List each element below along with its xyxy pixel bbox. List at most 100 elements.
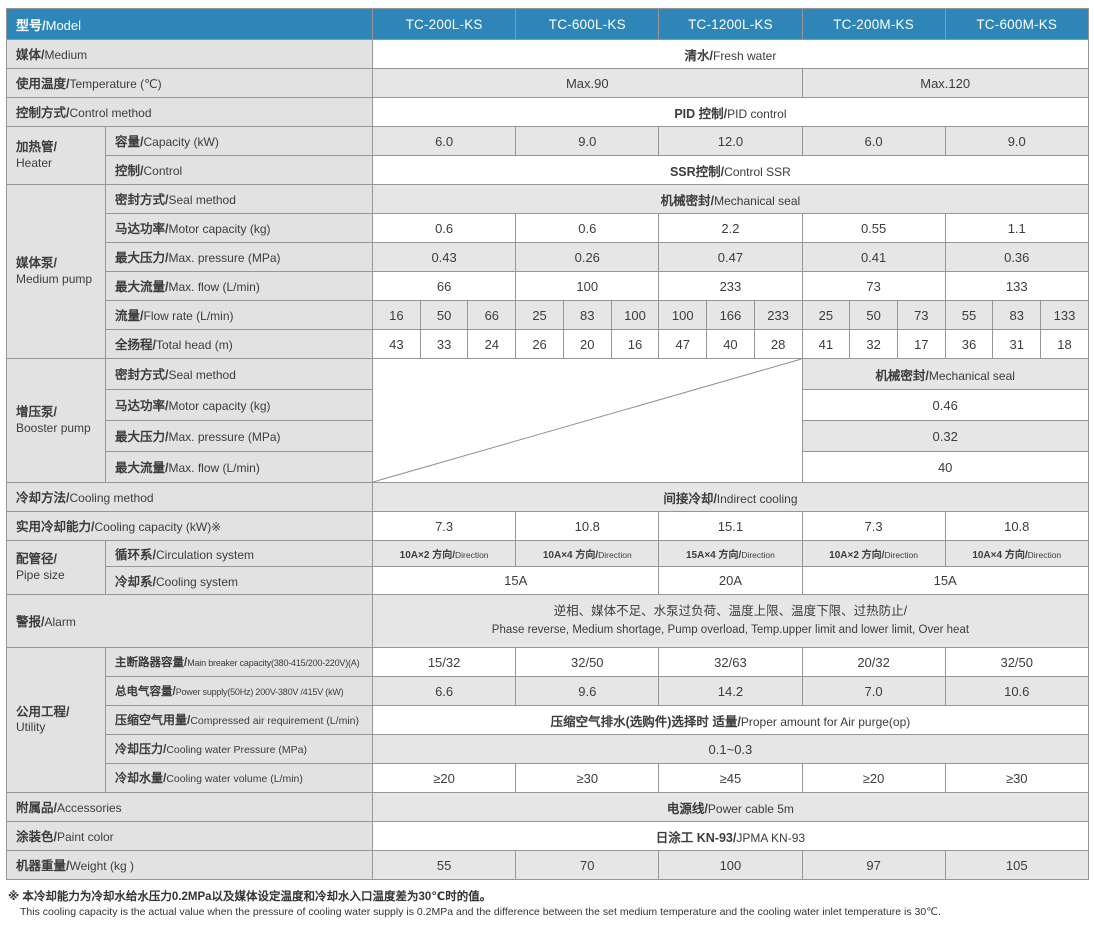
- cell-cooling-method-1: 间接冷却/Indirect cooling: [372, 482, 1089, 512]
- row-bpump-pressure: 最大压力/Max. pressure (MPa) 0.32: [7, 420, 1089, 452]
- cell-bpump-motor-0: 马达功率/Motor capacity (kg): [104, 389, 374, 421]
- cell-mpump-flowrate-0: 流量/Flow rate (L/min): [104, 300, 374, 330]
- cell-utility-power-2: 9.6: [515, 676, 660, 706]
- cell-weight-5: 105: [944, 850, 1089, 880]
- cell-weight-4: 97: [801, 850, 946, 880]
- cell-mpump-motor-4: 0.55: [801, 213, 946, 243]
- cell-utility-power-0: 总电气容量/Power supply(50Hz) 200V-380V /415V…: [104, 676, 374, 706]
- cell-weight-2: 70: [515, 850, 660, 880]
- cell-mpump-flowrate-6: 100: [610, 300, 660, 330]
- row-paint-color: 涂装色/Paint color 日涂工 KN-93/JPMA KN-93: [5, 821, 1089, 851]
- cell-utility-power-5: 10.6: [944, 676, 1089, 706]
- row-utility-breaker: 公用工程/Utility 主断路器容量/Main breaker capacity…: [6, 647, 1089, 793]
- cell-mpump-flowrate-13: 55: [944, 300, 994, 330]
- row-pipe-circulation: 配管径/Pipe size 循环系/Circulation system 10A×2…: [6, 540, 1089, 595]
- cell-utility-water-volume-3: ≥45: [658, 763, 803, 793]
- alarm-text: 逆相、媒体不足、水泵过负荷、温度上限、温度下限、过热防止/Phase rever…: [372, 594, 1089, 648]
- cell-mpump-totalhead-9: 28: [753, 329, 803, 359]
- cell-utility-water-volume-4: ≥20: [801, 763, 946, 793]
- cell-paint-color-0: 涂装色/Paint color: [5, 821, 374, 851]
- section-utility: 公用工程/Utility: [6, 647, 106, 793]
- cell-weight-0: 机器重量/Weight (kg ): [5, 850, 374, 880]
- cell-mpump-flowrate-3: 66: [467, 300, 517, 330]
- footnote-chinese: ※ 本冷却能力为冷却水给水压力0.2MPa以及媒体设定温度和冷却水入口温度差为3…: [8, 891, 492, 903]
- section-booster-pump: 增压泵/Booster pump: [6, 358, 106, 483]
- cell-utility-breaker-2: 15/32: [372, 647, 517, 677]
- cell-utility-water-pressure-1: 0.1~0.3: [372, 734, 1089, 764]
- cell-bpump-pressure-0: 最大压力/Max. pressure (MPa): [104, 420, 374, 452]
- cell-mpump-maxflow-3: 233: [658, 271, 803, 301]
- cell-mpump-flowrate-12: 73: [896, 300, 946, 330]
- cell-cooling-capacity-2: 10.8: [515, 511, 660, 541]
- cell-pipe-cooling-0: 冷却系/Cooling system: [104, 566, 374, 595]
- cell-mpump-seal-1: 密封方式/Seal method: [104, 184, 374, 214]
- cell-pipe-cooling-3: 15A: [801, 566, 1089, 595]
- cell-mpump-flowrate-4: 25: [515, 300, 564, 330]
- cell-mpump-pressure-2: 0.26: [515, 242, 660, 272]
- row-bpump-seal: 增压泵/Booster pump 密封方式/Seal method 机械密封/Mec…: [6, 358, 1089, 483]
- cell-medium-0: 媒体/Medium: [5, 39, 374, 69]
- cell-mpump-motor-1: 0.6: [372, 213, 517, 243]
- cell-bpump-maxflow-1: 40: [801, 451, 1089, 483]
- row-utility-water-pressure: 冷却压力/Cooling water Pressure (MPa) 0.1~0.3: [7, 734, 1089, 764]
- cell-mpump-flowrate-1: 16: [372, 300, 421, 330]
- cell-mpump-totalhead-2: 33: [419, 329, 469, 359]
- cell-utility-power-3: 14.2: [658, 676, 803, 706]
- cell-bpump-maxflow-0: 最大流量/Max. flow (L/min): [104, 451, 374, 483]
- cell-pipe-circulation-4: 15A×4 方向/Direction: [658, 540, 803, 567]
- cell-bpump-motor-1: 0.46: [801, 389, 1089, 421]
- footnote: ※ 本冷却能力为冷却水给水压力0.2MPa以及媒体设定温度和冷却水入口温度差为3…: [8, 888, 1088, 918]
- cell-pipe-circulation-2: 10A×2 方向/Direction: [372, 540, 517, 567]
- cell-bpump-seal-3: 机械密封/Mechanical seal: [801, 358, 1089, 390]
- cell-cooling-method-0: 冷却方法/Cooling method: [5, 482, 374, 512]
- model-tc-200l-ks: TC-200L-KS: [372, 8, 517, 40]
- row-utility-power: 总电气容量/Power supply(50Hz) 200V-380V /415V…: [7, 676, 1089, 706]
- row-temperature: 使用温度/Temperature (℃) Max.90 Max.120: [5, 68, 1089, 98]
- cell-mpump-totalhead-5: 20: [562, 329, 612, 359]
- section-heater: 加热管/Heater: [6, 126, 106, 185]
- row-cooling-capacity: 实用冷却能力/Cooling capacity (kW)※ 7.3 10.8 15.1…: [5, 511, 1089, 541]
- cell-utility-water-volume-5: ≥30: [944, 763, 1089, 793]
- cell-pipe-circulation-6: 10A×4 方向/Direction: [944, 540, 1089, 567]
- row-cooling-method: 冷却方法/Cooling method 间接冷却/Indirect cooling: [5, 482, 1089, 512]
- cell-utility-breaker-5: 20/32: [801, 647, 946, 677]
- cell-mpump-pressure-0: 最大压力/Max. pressure (MPa): [104, 242, 374, 272]
- cell-weight-1: 55: [372, 850, 517, 880]
- cell-mpump-maxflow-0: 最大流量/Max. flow (L/min): [104, 271, 374, 301]
- cell-mpump-totalhead-4: 26: [515, 329, 564, 359]
- cell-mpump-flowrate-10: 25: [801, 300, 851, 330]
- cell-cooling-capacity-4: 7.3: [801, 511, 946, 541]
- cell-utility-air-1: 压缩空气排水(选购件)选择时 适量/Proper amount for Air …: [372, 705, 1089, 735]
- footnote-english: This cooling capacity is the actual valu…: [20, 906, 941, 918]
- cell-accessories-1: 电源线/Power cable 5m: [372, 792, 1089, 822]
- cell-pipe-circulation-5: 10A×2 方向/Direction: [801, 540, 946, 567]
- cell-mpump-maxflow-4: 73: [801, 271, 946, 301]
- cell-cooling-capacity-0: 实用冷却能力/Cooling capacity (kW)※: [5, 511, 374, 541]
- cell-mpump-motor-0: 马达功率/Motor capacity (kg): [104, 213, 374, 243]
- cell-mpump-flowrate-7: 100: [658, 300, 708, 330]
- cell-mpump-totalhead-14: 31: [992, 329, 1042, 359]
- cell-mpump-totalhead-6: 16: [610, 329, 660, 359]
- row-mpump-totalhead: 全扬程/Total head (m) 43 33 24 26 20 16 47 40 28 41 32…: [7, 329, 1089, 359]
- cell-control-method-1: PID 控制/PID control: [372, 97, 1089, 127]
- cell-mpump-flowrate-8: 166: [706, 300, 755, 330]
- cell-temperature-1: Max.90: [372, 68, 803, 98]
- cell-mpump-seal-2: 机械密封/Mechanical seal: [372, 184, 1089, 214]
- row-mpump-flowrate: 流量/Flow rate (L/min) 16 50 66 25 83 100 100 166 2…: [7, 300, 1089, 330]
- model-label: 型号/Model: [5, 8, 374, 40]
- row-mpump-seal: 媒体泵/Medium pump 密封方式/Seal method 机械密封/Mech…: [6, 184, 1089, 359]
- cell-utility-power-4: 7.0: [801, 676, 946, 706]
- cell-bpump-pressure-1: 0.32: [801, 420, 1089, 452]
- spec-table: 型号/Model TC-200L-KS TC-600L-KS TC-1200L-KS T…: [5, 8, 1089, 880]
- cell-mpump-pressure-3: 0.47: [658, 242, 803, 272]
- cell-mpump-pressure-4: 0.41: [801, 242, 946, 272]
- cell-utility-water-volume-1: ≥20: [372, 763, 517, 793]
- cell-mpump-totalhead-10: 41: [801, 329, 851, 359]
- cell-utility-power-1: 6.6: [372, 676, 517, 706]
- cell-heater-capacity-3: 9.0: [515, 126, 660, 156]
- spec-table-body: 型号/Model TC-200L-KS TC-600L-KS TC-1200L-KS T…: [5, 8, 1089, 880]
- cell-temperature-2: Max.120: [801, 68, 1089, 98]
- section-medium-pump: 媒体泵/Medium pump: [6, 184, 106, 359]
- section-pipe-size: 配管径/Pipe size: [6, 540, 106, 595]
- cell-mpump-pressure-5: 0.36: [944, 242, 1089, 272]
